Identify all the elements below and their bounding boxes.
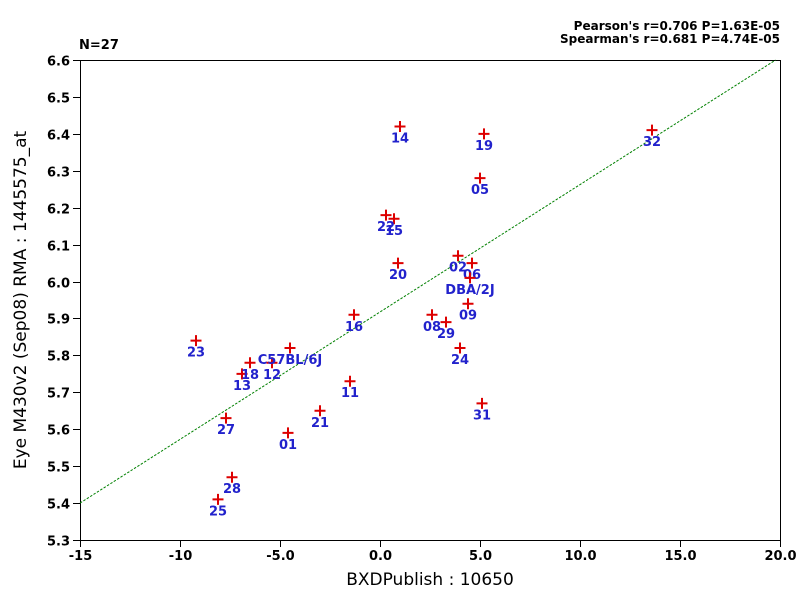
plot-border [80, 60, 781, 541]
point-label: 06 [463, 268, 481, 283]
point-label: 18 [241, 368, 259, 383]
y-tick-label: 5.7 [47, 387, 70, 402]
y-tick-label: 5.8 [47, 350, 70, 365]
point-marker [394, 120, 406, 132]
point-label: DBA/2J [445, 283, 494, 298]
point-marker [476, 397, 488, 409]
point-marker [314, 405, 326, 417]
point-marker [646, 124, 658, 136]
point-label: 14 [391, 131, 409, 146]
regression-line [79, 59, 776, 504]
point-label: 32 [643, 135, 661, 150]
point-marker [190, 335, 202, 347]
point-marker [426, 309, 438, 321]
point-label: 16 [345, 320, 363, 335]
y-tick-label: 6.2 [47, 203, 70, 218]
x-axis-title: BXDPublish : 10650 [346, 570, 514, 590]
point-label: 19 [475, 139, 493, 154]
y-tick-label: 6.4 [47, 129, 70, 144]
point-marker [440, 316, 452, 328]
point-label: 05 [471, 183, 489, 198]
y-tick-label: 6.3 [47, 166, 70, 181]
y-tick-label: 5.9 [47, 313, 70, 328]
point-marker [212, 493, 224, 505]
point-marker [220, 412, 232, 424]
x-tick-label: 20.0 [764, 549, 796, 564]
y-tick-label: 6.5 [47, 92, 70, 107]
point-marker [388, 213, 400, 225]
y-tick-label: 6.1 [47, 240, 70, 255]
x-tick-label: 5.0 [469, 549, 492, 564]
y-tick-label: 5.4 [47, 498, 70, 513]
point-label: 21 [311, 416, 329, 431]
point-label: 22 [377, 220, 395, 235]
sample-count-label: N=27 [79, 38, 119, 53]
point-label: 11 [341, 386, 359, 401]
point-label: 23 [187, 346, 205, 361]
point-label: 02 [449, 261, 467, 276]
point-label: 15 [385, 224, 403, 239]
point-marker [236, 368, 248, 380]
point-marker [380, 209, 392, 221]
point-marker [392, 257, 404, 269]
point-marker [454, 342, 466, 354]
y-axis-title: Eye M430v2 (Sep08) RMA : 1445575_at [11, 130, 31, 470]
point-marker [226, 471, 238, 483]
point-marker [344, 375, 356, 387]
point-label: 01 [279, 438, 297, 453]
point-marker [452, 250, 464, 262]
y-tick-label: 6.6 [47, 55, 70, 70]
point-marker [244, 357, 256, 369]
spearman-stat: Spearman's r=0.681 P=4.74E-05 [560, 32, 780, 46]
y-tick-label: 5.6 [47, 424, 70, 439]
x-tick-label: -15 [69, 549, 93, 564]
pearson-stat: Pearson's r=0.706 P=1.63E-05 [573, 19, 780, 33]
point-marker [474, 172, 486, 184]
point-marker [478, 128, 490, 140]
point-marker [348, 309, 360, 321]
point-marker [284, 342, 296, 354]
y-tick-label: 6.0 [47, 277, 70, 292]
x-tick-label: -5.0 [266, 549, 294, 564]
y-tick-label: 5.3 [47, 535, 70, 550]
point-marker [282, 427, 294, 439]
x-tick-label: -10 [169, 549, 193, 564]
point-label: 24 [451, 353, 469, 368]
point-label: 20 [389, 268, 407, 283]
x-tick-label: 15.0 [664, 549, 696, 564]
point-marker [462, 298, 474, 310]
y-tick-label: 5.5 [47, 461, 70, 476]
point-marker [464, 272, 476, 284]
correlation-stats: Pearson's r=0.706 P=1.63E-05 Spearman's … [560, 20, 780, 46]
x-tick-label: 0.0 [369, 549, 392, 564]
point-label: 09 [459, 309, 477, 324]
point-label: C57BL/6J [258, 353, 322, 368]
point-label: 29 [437, 327, 455, 342]
point-label: 25 [209, 504, 227, 519]
x-tick-label: 10.0 [564, 549, 596, 564]
point-label: 27 [217, 423, 235, 438]
point-label: 31 [473, 408, 491, 423]
point-label: 12 [263, 368, 281, 383]
point-marker [266, 357, 278, 369]
point-marker [466, 257, 478, 269]
point-label: 13 [233, 379, 251, 394]
point-label: 28 [223, 482, 241, 497]
point-label: 08 [423, 320, 441, 335]
